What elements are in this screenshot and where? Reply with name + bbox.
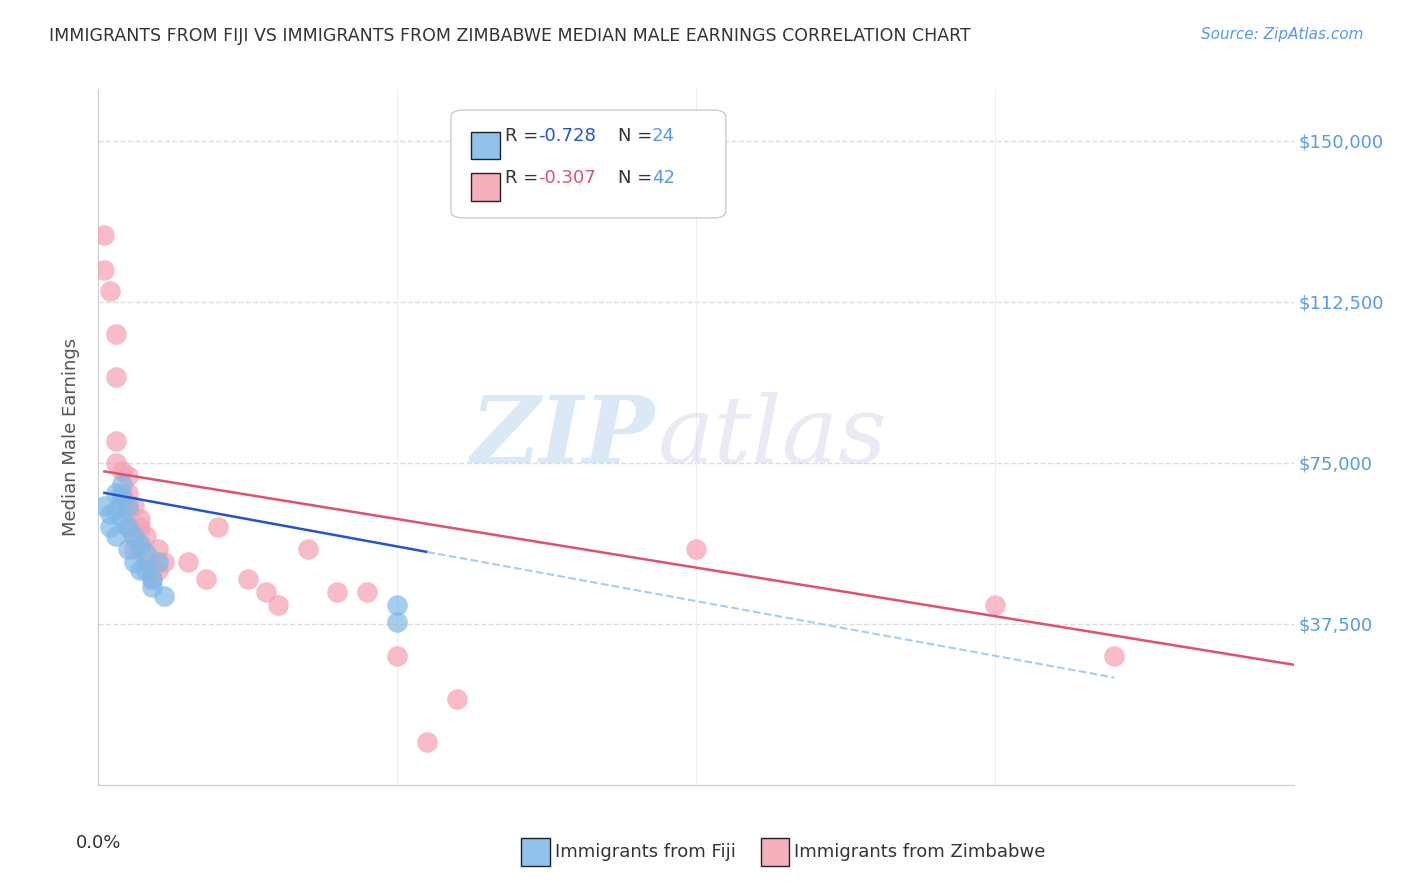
Point	[117, 541, 139, 556]
Point	[685, 541, 707, 556]
FancyBboxPatch shape	[761, 838, 789, 865]
Text: N =: N =	[619, 127, 658, 145]
Point	[117, 520, 139, 534]
Text: atlas: atlas	[658, 392, 887, 482]
FancyBboxPatch shape	[471, 173, 501, 202]
Point	[105, 326, 128, 341]
Point	[111, 511, 134, 525]
Point	[111, 477, 134, 491]
Point	[1104, 649, 1126, 664]
Text: ZIP: ZIP	[470, 392, 654, 482]
Point	[117, 503, 139, 517]
Point	[105, 370, 128, 384]
Point	[135, 555, 157, 569]
Point	[129, 541, 152, 556]
Point	[124, 529, 146, 543]
Point	[117, 486, 139, 500]
Point	[153, 589, 176, 603]
Point	[148, 555, 170, 569]
Point	[93, 262, 115, 277]
Point	[195, 572, 218, 586]
FancyBboxPatch shape	[471, 132, 501, 160]
Point	[141, 563, 163, 577]
Point	[356, 584, 378, 599]
Point	[267, 598, 290, 612]
Point	[117, 520, 139, 534]
Point	[93, 499, 115, 513]
Point	[135, 546, 157, 560]
Point	[141, 572, 163, 586]
Point	[105, 503, 128, 517]
Point	[111, 486, 134, 500]
FancyBboxPatch shape	[522, 838, 550, 865]
Point	[207, 520, 229, 534]
Point	[124, 555, 146, 569]
Point	[385, 598, 409, 612]
Point	[129, 520, 152, 534]
Point	[446, 692, 468, 706]
Text: N =: N =	[619, 169, 658, 186]
Point	[326, 584, 349, 599]
Point	[385, 615, 409, 629]
Point	[141, 572, 163, 586]
Text: -0.728: -0.728	[538, 127, 596, 145]
Point	[148, 563, 170, 577]
Point	[98, 508, 122, 522]
Text: 0.0%: 0.0%	[76, 834, 121, 852]
Point	[105, 529, 128, 543]
Text: Source: ZipAtlas.com: Source: ZipAtlas.com	[1201, 27, 1364, 42]
Point	[111, 465, 134, 479]
Point	[129, 511, 152, 525]
Point	[129, 563, 152, 577]
Text: IMMIGRANTS FROM FIJI VS IMMIGRANTS FROM ZIMBABWE MEDIAN MALE EARNINGS CORRELATIO: IMMIGRANTS FROM FIJI VS IMMIGRANTS FROM …	[49, 27, 972, 45]
Point	[153, 555, 176, 569]
Point	[124, 499, 146, 513]
Point	[254, 584, 277, 599]
Point	[98, 520, 122, 534]
Point	[105, 486, 128, 500]
Point	[177, 555, 200, 569]
Point	[129, 537, 152, 551]
Point	[117, 468, 139, 483]
Point	[93, 228, 115, 243]
Point	[135, 563, 157, 577]
Text: 42: 42	[652, 169, 675, 186]
Text: R =: R =	[505, 127, 544, 145]
Point	[984, 598, 1007, 612]
Point	[297, 541, 319, 556]
Text: -0.307: -0.307	[538, 169, 596, 186]
Text: Immigrants from Fiji: Immigrants from Fiji	[555, 843, 735, 861]
Point	[416, 735, 439, 749]
Point	[148, 541, 170, 556]
Point	[111, 499, 134, 513]
Point	[124, 541, 146, 556]
Text: R =: R =	[505, 169, 544, 186]
Point	[105, 434, 128, 449]
Point	[98, 284, 122, 298]
Text: Immigrants from Zimbabwe: Immigrants from Zimbabwe	[794, 843, 1045, 861]
Point	[105, 456, 128, 470]
Point	[135, 529, 157, 543]
Point	[141, 581, 163, 595]
Y-axis label: Median Male Earnings: Median Male Earnings	[62, 338, 80, 536]
Point	[111, 490, 134, 504]
Point	[236, 572, 259, 586]
Point	[385, 649, 409, 664]
Text: 24: 24	[652, 127, 675, 145]
FancyBboxPatch shape	[451, 110, 725, 218]
Point	[124, 529, 146, 543]
Point	[117, 499, 139, 513]
